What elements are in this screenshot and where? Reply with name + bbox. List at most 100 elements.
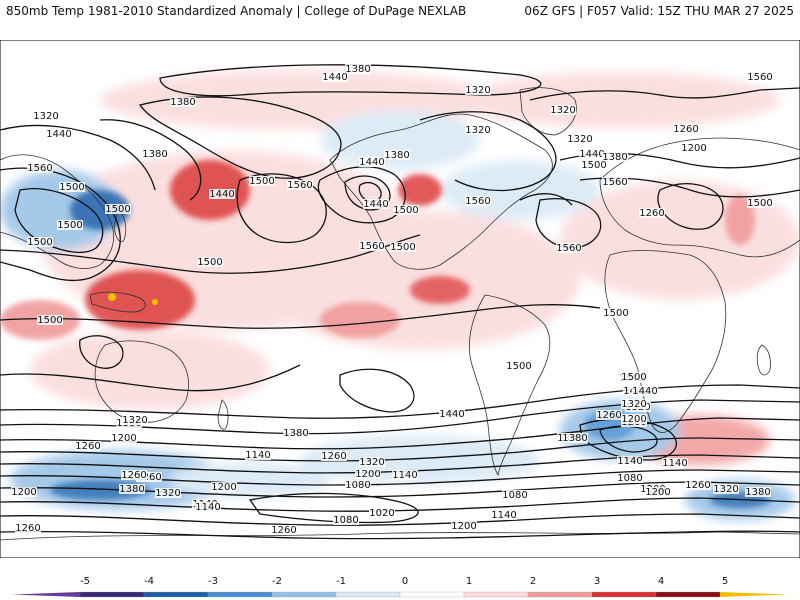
contour-label: 1500 [249,176,274,187]
contour-label: 1500 [37,315,62,326]
contour-label: 1560 [465,196,490,207]
contour-label-bg [602,152,628,162]
colorbar-tick-label: -3 [208,576,218,587]
contour-label: 1260 [271,525,296,536]
contour-line [79,335,124,369]
anomaly-area [460,72,780,128]
contour-label: 1380 [142,149,167,160]
contour-label: 1560 [287,180,312,191]
contour-label: 1440 [439,409,464,420]
contour-label-bg [621,399,647,409]
contour-label: 1440 [363,199,388,210]
coastline-greenland [519,87,577,136]
contour-label: 1320 [567,134,592,145]
contour-label: 1440 [579,149,604,160]
coastline-madagascar [756,344,771,376]
colorbar-bin [655,591,721,598]
contour-line [248,492,419,524]
colorbar-min-arrow [12,592,80,597]
contour-label-bg [617,456,643,466]
contour-label-bg [681,143,707,153]
anomaly-area [0,170,120,250]
contour-line [14,188,104,254]
colorbar-tick-label: -2 [272,576,282,587]
contour-label: 1200 [211,482,236,493]
contour-label: 1140 [392,470,417,481]
hotspot [152,299,158,305]
hotspot [108,293,116,301]
contour-line [0,167,121,282]
coastline-new-zealand [217,399,229,430]
contour-label-bg [122,415,148,425]
contour-label-bg [567,134,593,144]
contour-label-bg [105,204,131,214]
contour-label-bg [747,198,773,208]
contour-label: 1260 [121,470,146,481]
contour-label-bg [287,180,313,190]
colorbar-bin [271,591,337,598]
contour-label: 1380 [384,150,409,161]
contour-label: 1320 [359,457,384,468]
contour-label-bg [321,451,347,461]
contour-label: 1320 [465,85,490,96]
contour-labels: 1380144013201380132014401380156015001500… [11,64,773,536]
contour-label: 1080 [617,473,642,484]
contour-line [529,87,800,101]
contour-label-bg [390,242,416,252]
contour-label: 1140 [491,510,516,521]
contour-label-bg [369,508,395,518]
contour-label-bg [333,515,359,525]
contour-label-bg [271,525,297,535]
contour-label: 1260 [321,451,346,462]
contour-line [236,173,327,244]
colorbar-bins [12,591,788,598]
contour-label-bg [465,85,491,95]
contour-line [0,513,800,526]
contour-label: 1020 [369,508,394,519]
contour-label: 1560 [602,177,627,188]
contour-label: 1320 [155,488,180,499]
contour-line [0,124,156,191]
colorbar-tick-label: -1 [336,576,346,587]
contour-label: 1200 [645,487,670,498]
contour-label-bg [322,72,348,82]
contour-label: 1440 [359,157,384,168]
contour-label-bg [465,196,491,206]
contour-label-bg [111,433,137,443]
contour-label: 1140 [245,450,270,461]
contour-label-bg [119,484,145,494]
contour-label-bg [562,433,588,443]
contour-label-bg [603,308,629,318]
anomaly-area [410,276,470,304]
contour-label: 1320 [550,105,575,116]
anomaly-area [85,270,195,330]
contour-label-bg [602,177,628,187]
colorbar-tick-label: 1 [466,576,472,587]
contour-label-bg [170,97,196,107]
contour-line [339,368,415,413]
contour-label: 1320 [122,415,147,426]
contour-label: 1560 [359,241,384,252]
contour-label: 1560 [747,72,772,83]
contour-label-bg [37,315,63,325]
contour-line [159,64,542,97]
coastline-japan [113,209,127,243]
contour-line [419,111,557,192]
contour-label: 1500 [393,205,418,216]
contour-label: 1320 [33,111,58,122]
contour-label: 1560 [27,163,52,174]
contour-label-bg [155,488,181,498]
colorbar-bin [143,591,209,598]
colorbar-tick-label: 3 [594,576,600,587]
contour-label: 1440 [322,72,347,83]
contour-label-bg [15,523,41,533]
contour-label-bg [345,480,371,490]
contour-label: 1260 [673,124,698,135]
contour-label: 1380 [345,64,370,75]
contour-label-bg [579,149,605,159]
contour-line [138,96,342,179]
contour-label: 1500 [57,220,82,231]
colorbar-bin [399,591,465,598]
contour-line [99,119,202,201]
contour-label: 1200 [681,143,706,154]
